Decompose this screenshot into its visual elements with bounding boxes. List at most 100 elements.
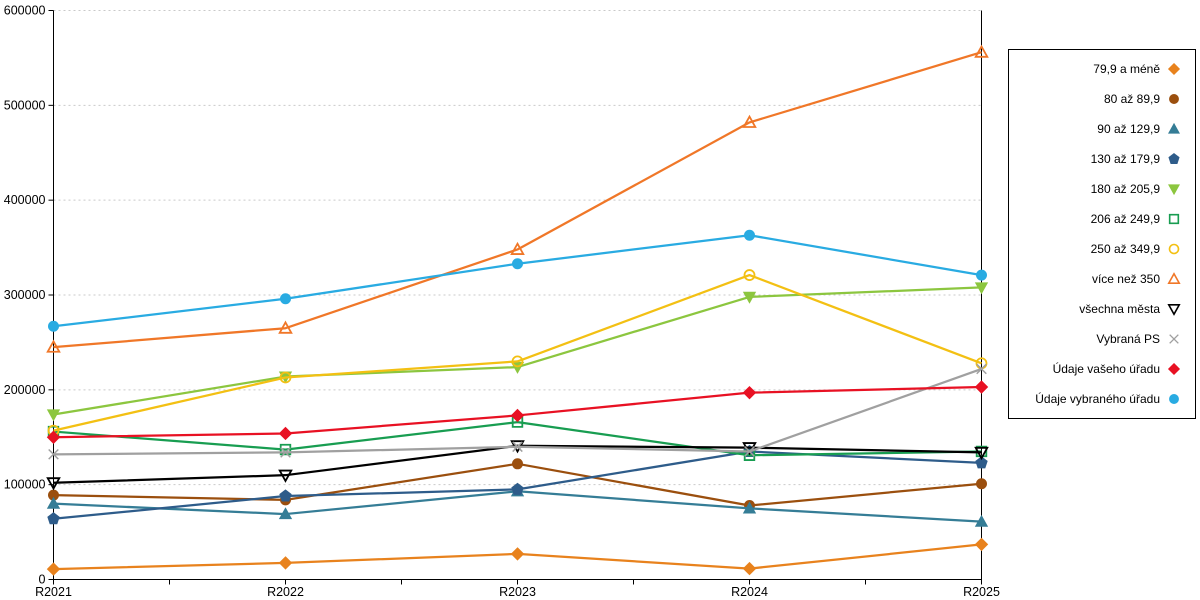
- series-marker: [280, 447, 291, 458]
- series-marker: [1167, 362, 1181, 376]
- legend-item-label: 250 až 349,9: [1090, 242, 1160, 256]
- legend-item-4: 180 až 205,9: [1009, 174, 1195, 204]
- series-marker: [278, 507, 293, 520]
- series-marker: [278, 320, 293, 334]
- triangle-up-marker-icon: [1168, 122, 1180, 134]
- series-marker: [1169, 334, 1179, 344]
- series-marker: [742, 114, 757, 128]
- series-marker: [46, 496, 61, 509]
- legend-item-10: Údaje vašeho úřadu: [1009, 354, 1195, 384]
- series-marker: [1168, 153, 1180, 164]
- y-tick-label: 500000: [4, 98, 46, 112]
- x-tick-label: R2022: [267, 585, 304, 599]
- legend-item-8: všechna města: [1009, 294, 1195, 324]
- series-marker: [510, 408, 525, 423]
- y-tick-label: 600000: [4, 4, 46, 18]
- series-marker: [511, 482, 524, 495]
- legend-item-11: Údaje vybraného úřadu: [1009, 384, 1195, 414]
- series-marker: [278, 469, 293, 483]
- legend-item-9: Vybraná PS: [1009, 324, 1195, 354]
- y-tick-label: 300000: [4, 288, 46, 302]
- series-marker: [512, 441, 523, 453]
- series-marker: [511, 355, 524, 368]
- series-marker: [742, 385, 757, 400]
- series-marker: [1167, 62, 1181, 76]
- series-marker: [974, 44, 989, 58]
- series-marker: [974, 380, 989, 394]
- series-marker: [512, 458, 523, 470]
- series-line-6: [53, 273, 982, 432]
- legend-item-label: 130 až 179,9: [1090, 152, 1160, 166]
- legend-item-label: všechna města: [1079, 302, 1160, 316]
- pentagon-marker-icon: [1168, 153, 1180, 164]
- legend-item-label: více než 350: [1091, 272, 1160, 286]
- series-marker: [974, 282, 989, 295]
- legend-item-1: 80 až 89,9: [1009, 84, 1195, 114]
- series-marker: [1167, 272, 1181, 284]
- legend-item-0: 79,9 a méně: [1009, 54, 1195, 84]
- series-marker: [976, 269, 987, 281]
- series-marker: [48, 320, 59, 332]
- series-marker: [48, 448, 59, 460]
- series-marker: [743, 269, 756, 281]
- series-line-4: [53, 286, 982, 416]
- series-marker: [1168, 122, 1180, 134]
- series-marker: [975, 456, 988, 469]
- circle-marker-icon: [1168, 243, 1180, 255]
- series-marker: [742, 291, 757, 304]
- square-marker-icon: [1168, 213, 1180, 225]
- legend-item-2: 90 až 129,9: [1009, 114, 1195, 144]
- series-marker: [1168, 184, 1180, 196]
- diamond-marker-icon: [1167, 362, 1181, 376]
- circle-marker-icon: [1169, 394, 1179, 404]
- series-marker: [1169, 94, 1179, 104]
- line-chart: 0 100000 200000 300000 400000 500000 600000 R20…: [4, 4, 1000, 600]
- series-marker: [976, 478, 987, 490]
- series-marker: [280, 293, 291, 305]
- series-marker: [46, 409, 61, 422]
- y-tick-label: 0: [39, 573, 46, 587]
- series-marker: [278, 556, 293, 570]
- legend-item-5: 206 až 249,9: [1009, 204, 1195, 234]
- legend-item-label: 80 až 89,9: [1103, 92, 1160, 106]
- triangle-down-marker-icon: [1168, 184, 1180, 196]
- series-marker: [742, 501, 757, 514]
- series-marker: [510, 241, 525, 255]
- series-marker: [1168, 213, 1180, 225]
- series-marker: [744, 446, 755, 457]
- y-tick-label: 100000: [4, 478, 46, 492]
- series-marker: [278, 426, 293, 441]
- y-tick-label: 200000: [4, 383, 46, 397]
- series-marker: [742, 561, 757, 576]
- series-marker: [974, 446, 989, 461]
- series-marker: [279, 371, 292, 384]
- series-marker: [1169, 394, 1179, 404]
- series-marker: [46, 430, 61, 444]
- legend-item-7: více než 350: [1009, 264, 1195, 294]
- x-tick-label: R2021: [35, 585, 72, 599]
- triangle-down-marker-icon: [1167, 304, 1181, 316]
- x-tick-label: R2023: [499, 585, 536, 599]
- legend: 79,9 a méně 80 až 89,9 90 až 129,9 130 až 1…: [1008, 49, 1196, 419]
- diamond-marker-icon: [1167, 62, 1181, 76]
- series-marker: [976, 363, 987, 375]
- x-tick-label: R2024: [731, 585, 768, 599]
- legend-item-6: 250 až 349,9: [1009, 234, 1195, 264]
- legend-item-label: Vybraná PS: [1096, 332, 1160, 346]
- legend-item-label: Údaje vašeho úřadu: [1052, 362, 1160, 376]
- series-marker: [46, 477, 61, 491]
- x-marker-icon: [1169, 334, 1179, 344]
- series-marker: [1167, 304, 1181, 316]
- series-marker: [1168, 243, 1180, 255]
- legend-item-label: 180 až 205,9: [1090, 182, 1160, 196]
- triangle-up-marker-icon: [1167, 272, 1181, 284]
- series-marker: [47, 512, 60, 525]
- legend-item-label: Údaje vybraného úřadu: [1035, 392, 1160, 406]
- y-tick-label: 400000: [4, 193, 46, 207]
- series-marker: [46, 339, 61, 353]
- legend-item-3: 130 až 179,9: [1009, 144, 1195, 174]
- series-marker: [46, 562, 61, 576]
- series-marker: [279, 443, 292, 456]
- series-marker: [974, 537, 989, 552]
- legend-item-label: 206 až 249,9: [1090, 212, 1160, 226]
